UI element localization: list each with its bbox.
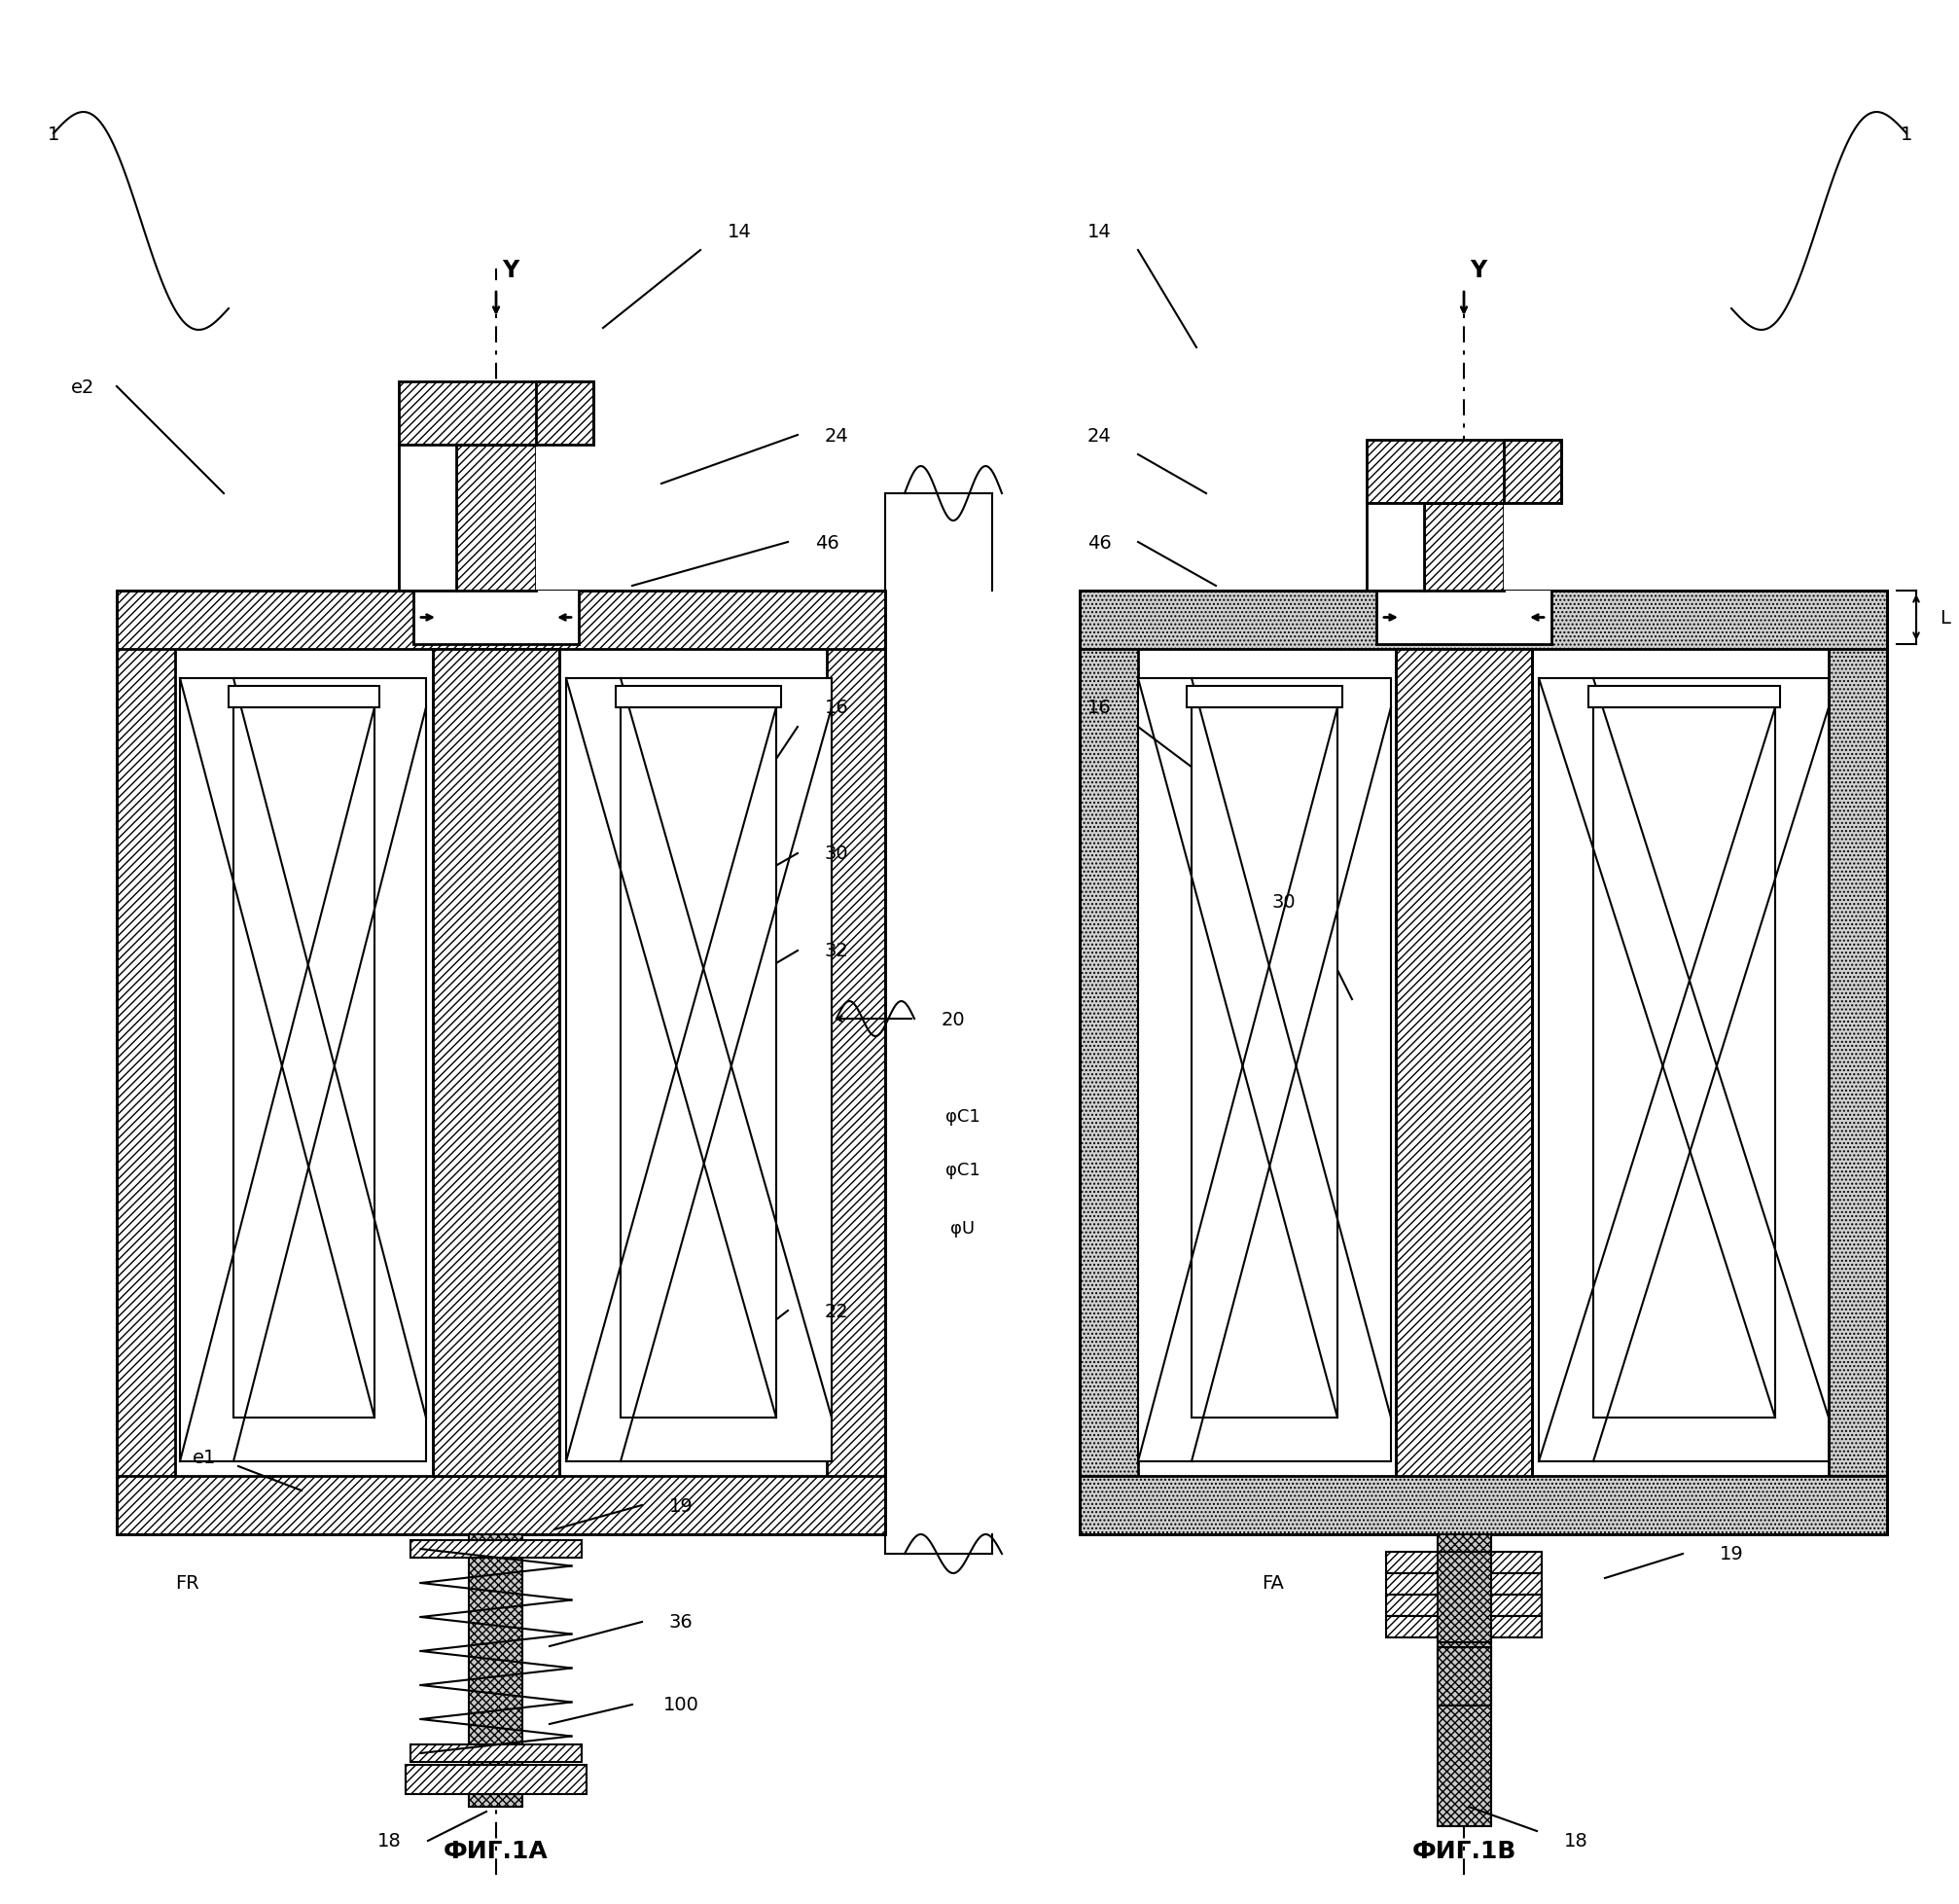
- Bar: [1138, 678, 1391, 1462]
- Bar: [118, 1476, 885, 1535]
- Bar: [406, 1765, 586, 1794]
- Text: ФИГ.1В: ФИГ.1В: [1412, 1839, 1516, 1862]
- Text: 32: 32: [825, 942, 848, 960]
- Text: 16: 16: [825, 699, 848, 718]
- Bar: [456, 446, 537, 592]
- Bar: [229, 687, 380, 708]
- Text: 36: 36: [668, 1613, 693, 1632]
- Bar: [615, 687, 782, 708]
- Bar: [433, 649, 560, 1476]
- Text: 20: 20: [940, 1009, 966, 1028]
- Bar: [566, 678, 833, 1462]
- Text: 19: 19: [668, 1497, 693, 1514]
- Bar: [1540, 678, 1828, 1462]
- Bar: [1387, 1552, 1542, 1573]
- Bar: [827, 592, 885, 1535]
- Bar: [1589, 687, 1781, 708]
- Text: 19: 19: [1720, 1544, 1744, 1563]
- Bar: [400, 383, 594, 446]
- Text: FR: FR: [174, 1575, 200, 1592]
- Polygon shape: [1505, 505, 1561, 590]
- Bar: [1367, 440, 1561, 505]
- Text: e2: e2: [71, 377, 94, 396]
- Bar: [180, 678, 425, 1462]
- Bar: [1079, 592, 1138, 1535]
- Text: φC1: φC1: [946, 1108, 980, 1125]
- Text: 46: 46: [1087, 533, 1111, 552]
- Text: Y: Y: [1469, 259, 1487, 282]
- Polygon shape: [1367, 505, 1424, 590]
- Text: 30: 30: [825, 845, 848, 863]
- Text: 30: 30: [1271, 893, 1297, 912]
- Bar: [1387, 1616, 1542, 1637]
- Bar: [1397, 649, 1532, 1476]
- Bar: [1191, 708, 1338, 1418]
- Text: 46: 46: [815, 533, 838, 552]
- Text: 18: 18: [376, 1832, 402, 1851]
- Text: 1: 1: [1900, 126, 1912, 143]
- Text: 22: 22: [825, 1302, 848, 1319]
- Text: 18: 18: [1563, 1832, 1589, 1851]
- Bar: [1187, 687, 1342, 708]
- Text: e1: e1: [192, 1447, 215, 1466]
- Bar: [118, 592, 885, 649]
- Bar: [621, 708, 776, 1418]
- Text: 16: 16: [1087, 699, 1111, 718]
- Polygon shape: [400, 446, 456, 590]
- Bar: [1438, 1535, 1491, 1826]
- Text: φU: φU: [950, 1219, 976, 1238]
- Bar: [470, 1535, 523, 1807]
- Text: 24: 24: [1087, 426, 1111, 446]
- Text: 14: 14: [727, 223, 752, 240]
- Text: 100: 100: [662, 1695, 699, 1714]
- Bar: [411, 1744, 582, 1761]
- Text: L: L: [1939, 609, 1951, 626]
- Bar: [1438, 1647, 1491, 1706]
- Text: ФИГ.1А: ФИГ.1А: [443, 1839, 549, 1862]
- Polygon shape: [537, 446, 594, 590]
- Bar: [1593, 708, 1775, 1418]
- Text: FA: FA: [1262, 1575, 1283, 1592]
- Bar: [411, 1540, 582, 1557]
- Text: 1: 1: [47, 126, 59, 143]
- Polygon shape: [413, 592, 578, 645]
- Bar: [1387, 1596, 1542, 1616]
- Bar: [1387, 1573, 1542, 1596]
- Bar: [1438, 1552, 1491, 1643]
- Text: 24: 24: [825, 426, 848, 446]
- Bar: [1424, 505, 1505, 592]
- Bar: [1079, 592, 1887, 649]
- Polygon shape: [1377, 592, 1552, 645]
- Bar: [1079, 1476, 1887, 1535]
- Text: Y: Y: [502, 259, 519, 282]
- Text: 14: 14: [1087, 223, 1111, 240]
- Bar: [233, 708, 374, 1418]
- Bar: [118, 592, 174, 1535]
- Bar: [1828, 592, 1887, 1535]
- Text: φC1: φC1: [946, 1161, 980, 1179]
